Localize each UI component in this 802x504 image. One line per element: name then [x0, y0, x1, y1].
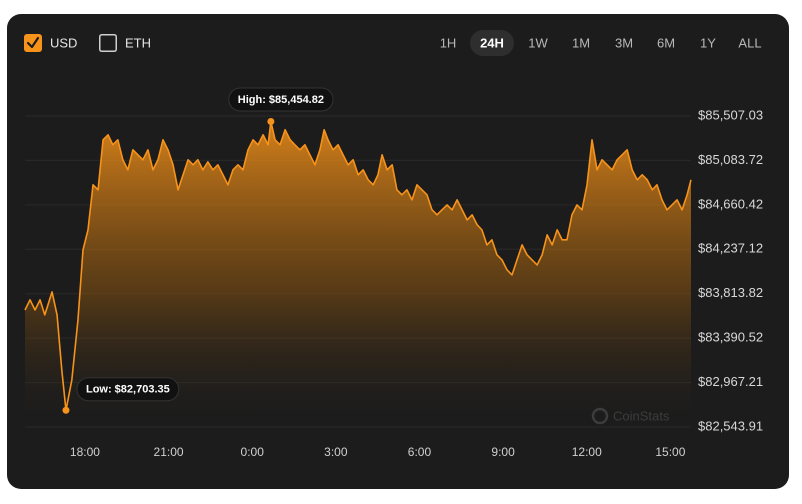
- y-tick-label: $84,237.12: [698, 241, 763, 256]
- y-tick-label: $85,507.03: [698, 107, 763, 122]
- range-button[interactable]: ALL: [738, 35, 761, 50]
- y-tick-label: $83,390.52: [698, 330, 763, 345]
- annotation-text: High: $85,454.82: [238, 94, 324, 106]
- annotation-text: Low: $82,703.35: [86, 384, 170, 396]
- annotation-box: [228, 87, 334, 112]
- x-tick-label: 9:00: [491, 445, 515, 459]
- y-tick-label: $82,967.21: [698, 374, 763, 389]
- range-button[interactable]: 1M: [572, 35, 590, 50]
- watermark: CoinStats: [591, 407, 670, 425]
- x-tick-label: 12:00: [572, 445, 602, 459]
- x-tick-label: 15:00: [655, 445, 685, 459]
- toggle[interactable]: ETH: [99, 34, 151, 52]
- x-tick-label: 0:00: [241, 445, 265, 459]
- y-tick-label: $83,813.82: [698, 285, 763, 300]
- annotation-marker: [267, 117, 275, 125]
- range-button[interactable]: 3M: [615, 35, 633, 50]
- toggle[interactable]: USD: [24, 34, 77, 52]
- x-tick-label: 3:00: [324, 445, 348, 459]
- y-tick-label: $82,543.91: [698, 418, 763, 433]
- annotation-marker: [62, 406, 70, 414]
- toggle-label: ETH: [125, 35, 151, 50]
- annotation: Low: $82,703.35: [62, 377, 180, 414]
- range-button[interactable]: 1Y: [700, 35, 716, 50]
- watermark-icon: [591, 407, 609, 425]
- range-button[interactable]: 6M: [657, 35, 675, 50]
- active-range-pill: [470, 30, 514, 56]
- checkbox: [99, 34, 117, 52]
- area-fill: [25, 121, 691, 430]
- range-button[interactable]: 24H: [480, 35, 504, 50]
- price-line: [24, 120, 692, 412]
- range-button[interactable]: 1H: [440, 35, 457, 50]
- y-tick-label: $84,660.42: [698, 196, 763, 211]
- range-button[interactable]: 1W: [528, 35, 548, 50]
- toggle-label: USD: [50, 35, 77, 50]
- y-tick-label: $85,083.72: [698, 152, 763, 167]
- annotation-box: [76, 377, 180, 402]
- x-tick-label: 6:00: [408, 445, 432, 459]
- annotation: High: $85,454.82: [228, 87, 334, 125]
- watermark-text: CoinStats: [613, 408, 670, 423]
- x-tick-label: 18:00: [70, 445, 100, 459]
- checkmark: [26, 36, 40, 49]
- x-tick-label: 21:00: [154, 445, 184, 459]
- checkbox-checked: [24, 34, 42, 52]
